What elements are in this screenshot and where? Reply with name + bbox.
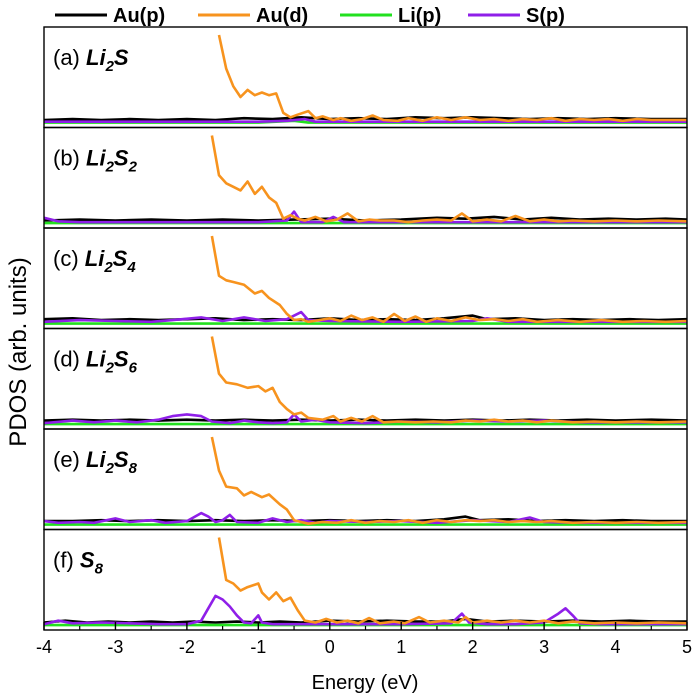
series-s-p xyxy=(44,117,687,123)
x-tick-label: -1 xyxy=(250,637,266,657)
panel-tag: (d) xyxy=(53,347,86,372)
legend-item-au-d: Au(d) xyxy=(198,5,308,27)
panel-formula-sub: 2 xyxy=(105,460,115,477)
panel-element-sub: 8 xyxy=(129,460,138,477)
panel-element-sub: 2 xyxy=(128,159,138,176)
series-au-d xyxy=(210,235,687,324)
legend-item-li-p: Li(p) xyxy=(340,5,441,27)
series-au-p xyxy=(44,215,687,222)
series-au-d xyxy=(210,135,687,224)
panel-series xyxy=(44,537,687,627)
series-au-p xyxy=(44,116,687,122)
x-tick-label: 1 xyxy=(396,637,406,657)
panel-element: S xyxy=(114,347,129,372)
panels: (a) Li2S(b) Li2S2(c) Li2S4(d) Li2S6(e) L… xyxy=(43,26,688,631)
panel--e: (e) Li2S8 xyxy=(43,428,688,531)
panel-tag: (b) xyxy=(53,146,86,171)
panel-frame xyxy=(43,26,688,129)
panel-series xyxy=(44,34,687,124)
x-tick-label: 0 xyxy=(325,637,335,657)
panel-element: S xyxy=(80,548,95,573)
panel-tag: (e) xyxy=(53,447,86,472)
panel-frame xyxy=(43,528,688,631)
panel-formula-sub: 2 xyxy=(105,360,115,377)
panel--f: (f) S8 xyxy=(43,528,688,631)
series-au-d xyxy=(217,34,687,123)
panel-tag: (a) xyxy=(53,45,86,70)
x-tick-label: -4 xyxy=(36,637,52,657)
panel-element: S xyxy=(114,45,129,70)
panel-frame xyxy=(43,327,688,430)
panel-label: (b) Li2S2 xyxy=(53,146,138,176)
panel-label: (a) Li2S xyxy=(53,45,129,75)
panel-frame xyxy=(43,428,688,531)
panel-series xyxy=(44,436,687,526)
panel-frame xyxy=(43,126,688,229)
panel-formula-sub: 2 xyxy=(105,58,115,75)
x-tick-label: -2 xyxy=(179,637,195,657)
panel-series xyxy=(44,235,687,325)
series-s-p xyxy=(44,594,687,626)
x-tick-label: -3 xyxy=(107,637,123,657)
panel-formula: Li xyxy=(86,347,106,372)
panel-formula: Li xyxy=(86,146,106,171)
panel-label: (c) Li2S4 xyxy=(53,246,136,276)
x-tick-label: 4 xyxy=(611,637,621,657)
legend-label: Au(d) xyxy=(256,5,308,27)
panel-element: S xyxy=(113,246,128,271)
x-tick-label: 2 xyxy=(468,637,478,657)
legend-item-au-p: Au(p) xyxy=(55,5,165,27)
panel-formula: Li xyxy=(85,246,105,271)
panel-formula-sub: 2 xyxy=(105,159,115,176)
panel-series xyxy=(44,336,687,426)
panel-label: (e) Li2S8 xyxy=(53,447,138,477)
panel-label: (f) S8 xyxy=(53,548,104,578)
panel--c: (c) Li2S4 xyxy=(43,227,688,330)
panel-element-sub: 4 xyxy=(126,259,136,276)
legend-label: Li(p) xyxy=(398,5,441,27)
panel-element: S xyxy=(114,146,129,171)
panel--a: (a) Li2S xyxy=(43,26,688,129)
panel--b: (b) Li2S2 xyxy=(43,126,688,229)
panel-formula: Li xyxy=(86,45,106,70)
series-au-d xyxy=(210,336,687,424)
series-s-p xyxy=(44,310,687,324)
panel-element-sub: 6 xyxy=(129,360,138,377)
legend-label: Au(p) xyxy=(113,5,165,27)
y-axis-label: PDOS (arb. units) xyxy=(5,257,32,446)
x-axis: -4 -3 -2 -1 0 1 2 3 4 5 xyxy=(36,622,692,657)
series-au-d xyxy=(210,436,687,525)
x-axis-label: Energy (eV) xyxy=(312,672,419,694)
legend-item-s-p: S(p) xyxy=(468,5,565,27)
panel-element-sub: 8 xyxy=(95,561,104,578)
legend: Au(p) Au(d) Li(p) S(p) xyxy=(55,5,565,27)
panel--d: (d) Li2S6 xyxy=(43,327,688,430)
panel-formula-sub: 2 xyxy=(103,259,113,276)
panel-label: (d) Li2S6 xyxy=(53,347,138,377)
panel-element: S xyxy=(114,447,129,472)
x-tick-label: 3 xyxy=(539,637,549,657)
panel-frame xyxy=(43,227,688,330)
series-au-p xyxy=(44,314,687,322)
x-tick-label: 5 xyxy=(682,637,692,657)
series-au-d xyxy=(217,537,687,625)
legend-label: S(p) xyxy=(526,5,565,27)
panel-formula: Li xyxy=(86,447,106,472)
panel-tag: (f) xyxy=(53,548,80,573)
panel-series xyxy=(44,135,687,225)
series-s-p xyxy=(44,210,687,224)
panel-tag: (c) xyxy=(53,246,85,271)
